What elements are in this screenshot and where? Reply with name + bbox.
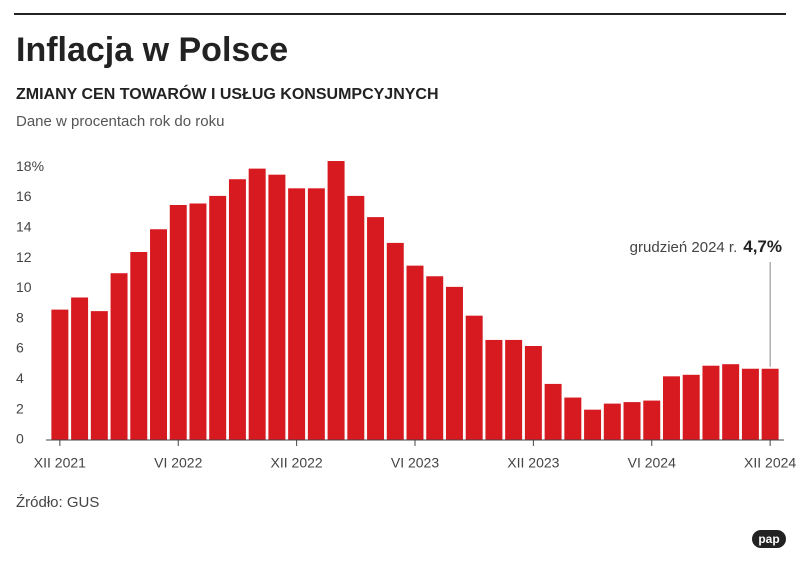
- y-tick-label: 14: [16, 218, 32, 234]
- bar: [584, 409, 602, 440]
- bar: [663, 376, 680, 440]
- bar: [564, 397, 582, 440]
- bar: [603, 403, 621, 440]
- bar: [307, 188, 325, 440]
- x-tick-label: VI 2023: [391, 455, 439, 471]
- source: Źródło: GUS: [16, 494, 99, 511]
- x-tick-label: VI 2024: [628, 455, 676, 471]
- bar: [485, 339, 503, 440]
- bar: [90, 311, 108, 440]
- logo-bg: [752, 530, 786, 548]
- logo: pap: [758, 532, 779, 546]
- bar: [189, 203, 207, 440]
- bar: [682, 374, 700, 440]
- bar: [702, 365, 720, 440]
- x-tick-label: XII 2021: [34, 455, 86, 471]
- bar: [623, 402, 641, 440]
- y-tick-label: 12: [16, 249, 32, 265]
- y-tick-label: 16: [16, 188, 32, 204]
- y-tick-label: 6: [16, 340, 24, 356]
- chart-note: Dane w procentach rok do roku: [16, 113, 224, 130]
- bar: [445, 286, 463, 440]
- y-tick-label: 0: [16, 431, 24, 447]
- bar: [347, 195, 365, 440]
- bar: [643, 400, 661, 440]
- x-tick-label: VI 2022: [154, 455, 202, 471]
- x-tick-label: XII 2024: [744, 455, 796, 471]
- bar: [110, 273, 128, 440]
- annotation-value: 4,7%: [743, 237, 782, 256]
- y-tick-label: 4: [16, 370, 24, 386]
- y-tick-label: 2: [16, 400, 24, 416]
- bar: [465, 315, 483, 440]
- bar: [524, 346, 542, 440]
- y-tick-label: 8: [16, 309, 24, 325]
- x-tick-label: XII 2023: [507, 455, 559, 471]
- bar: [150, 229, 167, 440]
- annotation-text: grudzień 2024 r.: [630, 239, 738, 256]
- bar: [426, 276, 444, 440]
- y-tick-label: 10: [16, 279, 32, 295]
- bar: [406, 265, 424, 440]
- bar: [51, 309, 69, 440]
- bar: [228, 179, 246, 440]
- y-tick-label: 18%: [16, 158, 44, 174]
- chart-subtitle: ZMIANY CEN TOWARÓW I USŁUG KONSUMPCYJNYC…: [16, 84, 439, 103]
- bar: [71, 297, 89, 440]
- bar: [169, 205, 187, 440]
- bar: [741, 368, 759, 440]
- bar: [722, 364, 740, 440]
- chart-title: Inflacja w Polsce: [16, 31, 288, 69]
- bar: [288, 188, 306, 440]
- bar: [209, 195, 227, 440]
- bar: [327, 161, 345, 440]
- annotation: grudzień 2024 r. 4,7%: [630, 237, 782, 256]
- bar: [248, 168, 266, 440]
- x-tick-label: XII 2022: [271, 455, 323, 471]
- bar: [268, 174, 286, 440]
- bar: [505, 339, 523, 440]
- bar: [130, 252, 148, 440]
- bar: [386, 242, 404, 440]
- bar: [544, 383, 562, 440]
- bar: [367, 217, 385, 440]
- bar: [761, 368, 779, 440]
